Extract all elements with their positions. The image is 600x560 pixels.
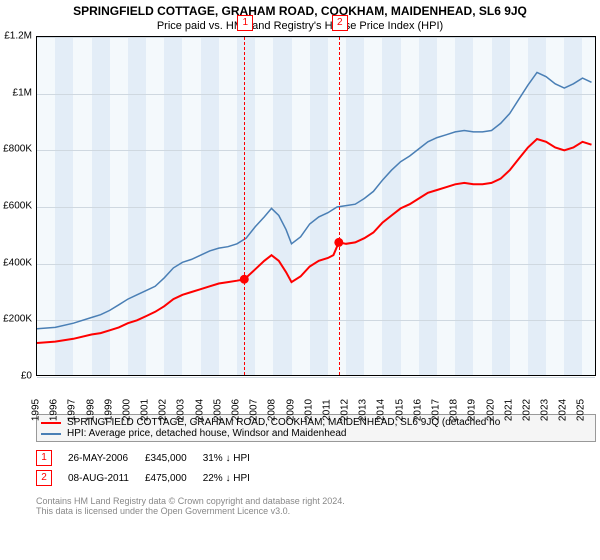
sale-marker-line xyxy=(244,37,245,375)
x-axis-label: 2002 xyxy=(158,399,169,421)
legend-row-hpi: HPI: Average price, detached house, Wind… xyxy=(41,428,591,439)
x-axis-label: 2021 xyxy=(503,399,514,421)
chart: 12 £0£200K£400K£600K£800K£1M£1.2M 199519… xyxy=(36,36,596,406)
legend-swatch xyxy=(41,422,61,424)
x-axis-label: 2016 xyxy=(412,399,423,421)
event-price: £345,000 xyxy=(145,448,203,468)
event-date: 26-MAY-2006 xyxy=(68,448,145,468)
chart-title: SPRINGFIELD COTTAGE, GRAHAM ROAD, COOKHA… xyxy=(0,0,600,18)
sale-events: 1 26-MAY-2006£345,00031% ↓ HPI 2 08-AUG-201… xyxy=(36,448,596,488)
y-axis-label: £1M xyxy=(13,87,32,98)
y-axis-label: £400K xyxy=(3,257,32,268)
x-axis-label: 2006 xyxy=(231,399,242,421)
sale-marker-badge: 2 xyxy=(332,15,348,31)
x-axis-label: 2015 xyxy=(394,399,405,421)
x-axis-label: 2023 xyxy=(540,399,551,421)
event-badge: 2 xyxy=(36,470,52,486)
x-axis-label: 2022 xyxy=(521,399,532,421)
x-axis-label: 2019 xyxy=(467,399,478,421)
x-axis-label: 2007 xyxy=(249,399,260,421)
event-row: 2 08-AUG-2011£475,00022% ↓ HPI xyxy=(36,468,266,488)
x-axis-label: 2017 xyxy=(431,399,442,421)
x-axis-label: 1995 xyxy=(31,399,42,421)
event-badge: 1 xyxy=(36,450,52,466)
x-axis-label: 2004 xyxy=(194,399,205,421)
x-axis-label: 2008 xyxy=(267,399,278,421)
x-axis-label: 2012 xyxy=(340,399,351,421)
event-date: 08-AUG-2011 xyxy=(68,468,145,488)
x-axis-label: 2000 xyxy=(121,399,132,421)
y-axis-label: £200K xyxy=(3,314,32,325)
event-pct: 22% ↓ HPI xyxy=(203,468,266,488)
gridline xyxy=(37,377,595,378)
x-axis-label: 1998 xyxy=(85,399,96,421)
y-axis-label: £0 xyxy=(21,371,32,382)
event-pct: 31% ↓ HPI xyxy=(203,448,266,468)
legend-label: HPI: Average price, detached house, Wind… xyxy=(67,428,346,439)
series-price_paid xyxy=(37,139,592,343)
event-price: £475,000 xyxy=(145,468,203,488)
x-axis-label: 1997 xyxy=(67,399,78,421)
x-axis-label: 2010 xyxy=(303,399,314,421)
chart-svg xyxy=(37,37,597,377)
x-axis-label: 2018 xyxy=(449,399,460,421)
x-axis-label: 2005 xyxy=(212,399,223,421)
plot-frame: 12 xyxy=(36,36,596,376)
x-axis-label: 2011 xyxy=(321,399,332,421)
x-axis-label: 2014 xyxy=(376,399,387,421)
y-axis-label: £800K xyxy=(3,144,32,155)
sale-marker-line xyxy=(339,37,340,375)
x-axis-label: 2009 xyxy=(285,399,296,421)
x-axis-label: 2003 xyxy=(176,399,187,421)
series-hpi xyxy=(37,72,592,328)
x-axis-label: 2024 xyxy=(558,399,569,421)
x-axis-label: 2001 xyxy=(140,399,151,421)
chart-subtitle: Price paid vs. HM Land Registry's House … xyxy=(0,18,600,36)
sale-marker-badge: 1 xyxy=(237,15,253,31)
x-axis-label: 1996 xyxy=(49,399,60,421)
footer-line: Contains HM Land Registry data © Crown c… xyxy=(36,496,596,506)
y-axis-label: £1.2M xyxy=(4,31,32,42)
footer-line: This data is licensed under the Open Gov… xyxy=(36,506,596,516)
x-axis-label: 2013 xyxy=(358,399,369,421)
event-row: 1 26-MAY-2006£345,00031% ↓ HPI xyxy=(36,448,266,468)
x-axis-label: 1999 xyxy=(103,399,114,421)
x-axis-label: 2020 xyxy=(485,399,496,421)
y-axis-label: £600K xyxy=(3,201,32,212)
legend-swatch xyxy=(41,433,61,435)
x-axis-label: 2025 xyxy=(576,399,587,421)
footer: Contains HM Land Registry data © Crown c… xyxy=(36,496,596,516)
